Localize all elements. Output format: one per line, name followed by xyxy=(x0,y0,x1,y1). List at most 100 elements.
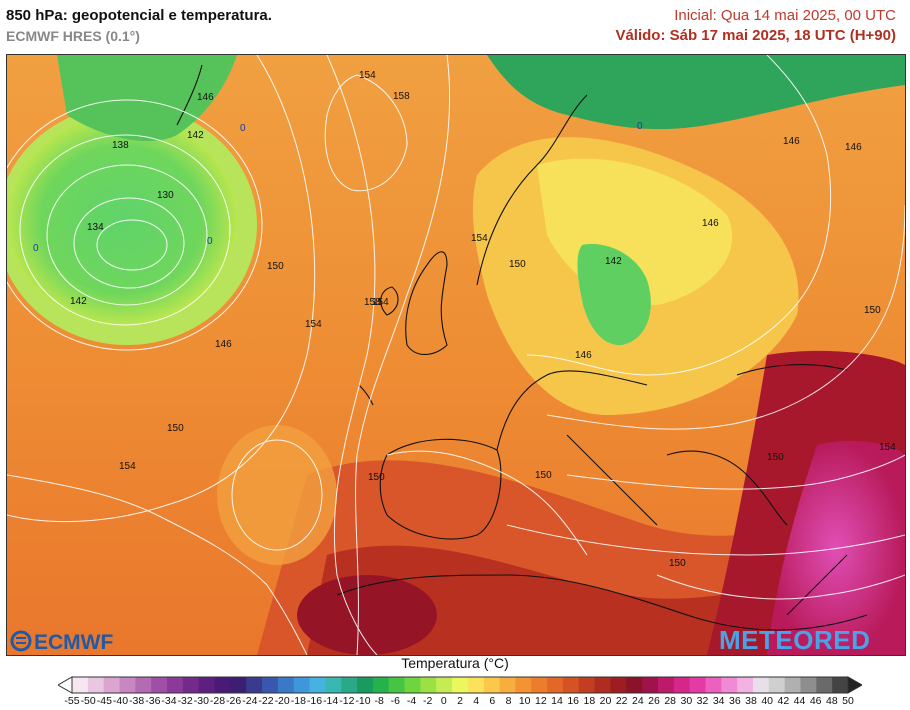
colorbar-tick-label: 2 xyxy=(457,695,463,707)
colorbar-tick-label: 24 xyxy=(631,695,644,707)
geopotential-contours xyxy=(7,55,905,655)
colorbar-cell xyxy=(388,677,406,693)
contour-labels: 154 158 146 142 138 130 134 142 146 150 … xyxy=(70,70,896,569)
contour-label: 150 xyxy=(767,452,784,463)
colorbar-cell xyxy=(72,677,89,693)
freezing-label: 0 xyxy=(33,243,39,254)
colorbar-cell xyxy=(309,677,326,693)
colorbar-cell xyxy=(673,677,691,693)
valid-time: Válido: Sáb 17 mai 2025, 18 UTC (H+90) xyxy=(615,27,896,44)
colorbar-title: Temperatura (°C) xyxy=(401,655,509,671)
colorbar-tick-label: 50 xyxy=(842,695,854,707)
colorbar-cell xyxy=(515,677,532,693)
colorbar-tick-label: 46 xyxy=(809,695,822,707)
colorbar-arrow-right xyxy=(847,676,862,694)
contour-label: 150 xyxy=(167,423,184,434)
contour-label: 154 xyxy=(471,233,488,244)
colorbar-tick-label: -10 xyxy=(355,695,371,707)
colorbar-tick-label: 10 xyxy=(518,695,531,707)
colorbar-tick-label: 16 xyxy=(567,695,579,707)
colorbar-cell xyxy=(436,677,453,693)
colorbar-tick-label: -36 xyxy=(145,695,161,707)
colorbar-arrow-left xyxy=(58,676,73,694)
colorbar-tick-label: 20 xyxy=(599,695,612,707)
colorbar-tick-label: -6 xyxy=(390,695,400,707)
contour-label: 150 xyxy=(669,558,686,569)
colorbar-cell xyxy=(246,677,263,693)
colorbar-cell xyxy=(87,677,105,693)
colorbar-tick-label: 48 xyxy=(825,695,838,707)
colorbar-tick-label: 28 xyxy=(664,695,676,707)
colorbar-tick-label: -12 xyxy=(339,695,355,707)
contour-label: 150 xyxy=(864,305,881,316)
contour-label: 154 xyxy=(305,319,322,330)
contour-label: 158 xyxy=(393,91,410,102)
colorbar-tick-label: -8 xyxy=(374,695,384,707)
cold-pool-baltic xyxy=(577,244,651,346)
colorbar-tick-label: -40 xyxy=(112,695,129,707)
map-canvas: 0 0 0 0 154 158 146 142 138 130 134 142 … xyxy=(7,55,905,655)
colorbar-tick-label: -34 xyxy=(161,695,177,707)
colorbar-cell xyxy=(768,677,786,693)
colorbar-cell xyxy=(341,677,358,693)
freezing-label: 0 xyxy=(240,123,246,134)
contour-label: 142 xyxy=(605,256,622,267)
colorbar-tick-label: -26 xyxy=(226,695,242,707)
freezing-label: 0 xyxy=(207,236,213,247)
cold-zone-north xyxy=(487,55,905,130)
colorbar-tick-label: 22 xyxy=(615,695,628,707)
freezing-label: 0 xyxy=(637,121,643,132)
meteored-logo: METEORED xyxy=(719,625,870,655)
ecmwf-logo: ECMWF xyxy=(10,630,113,654)
colorbar-frame xyxy=(71,676,849,694)
colorbar-cell xyxy=(404,677,421,693)
colorbar-tick-label: -30 xyxy=(193,695,209,707)
colorbar-tick-label: 34 xyxy=(712,695,725,707)
contour-label: 158 xyxy=(364,297,381,308)
colorbar-cell xyxy=(737,677,754,693)
contour-label: 154 xyxy=(372,297,389,308)
run-init-time: Inicial: Qua 14 mai 2025, 00 UTC xyxy=(674,7,896,24)
colorbar-cell xyxy=(135,677,152,693)
colorbar-tick-label: -18 xyxy=(290,695,306,707)
colorbar-tick-label: -16 xyxy=(306,695,323,707)
very-hot-zone xyxy=(767,440,905,655)
colorbar-tick-label: -22 xyxy=(258,695,274,707)
contour-label: 146 xyxy=(783,136,800,147)
contour-label: 146 xyxy=(575,350,592,361)
colorbar-cell xyxy=(182,677,200,693)
contour-label: 154 xyxy=(119,461,136,472)
contour-label: 150 xyxy=(535,470,552,481)
colorbar-cell xyxy=(562,677,580,693)
header-left: 850 hPa: geopotencial e temperatura. ECM… xyxy=(6,6,272,46)
colorbar-tick-label: 26 xyxy=(648,695,660,707)
map-title: 850 hPa: geopotencial e temperatura. xyxy=(6,7,272,24)
contour-label: 134 xyxy=(87,222,104,233)
colorbar-tick-label: 40 xyxy=(761,695,773,707)
colorbar-tick-label: 12 xyxy=(534,695,547,707)
colorbar-tick-label: 36 xyxy=(728,695,741,707)
colorbar-cell xyxy=(357,677,374,693)
colorbar-cell xyxy=(167,677,184,693)
coastlines xyxy=(176,64,868,631)
weather-map[interactable]: 0 0 0 0 154 158 146 142 138 130 134 142 … xyxy=(6,54,906,656)
colorbar-tick-label: -24 xyxy=(242,695,258,707)
colorbar-cell xyxy=(483,677,501,693)
greenland-cold xyxy=(57,55,237,142)
contour-label: 146 xyxy=(845,142,862,153)
atlantic-low xyxy=(7,115,237,325)
colorbar-cell xyxy=(293,677,311,693)
colorbar-tick-label: -45 xyxy=(96,695,112,707)
colorbar-cell xyxy=(642,677,659,693)
colorbar-cell xyxy=(103,677,121,693)
colorbar-cell xyxy=(705,677,722,693)
colorbar-cell xyxy=(467,677,485,693)
colorbar-tick-label: 4 xyxy=(473,695,480,707)
contour-label: 146 xyxy=(215,339,232,350)
contour-label: 146 xyxy=(702,218,719,229)
ecmwf-logo-text: ECMWF xyxy=(34,631,113,654)
colorbar-tick-label: 14 xyxy=(551,695,563,707)
header-right: Inicial: Qua 14 mai 2025, 00 UTC Válido:… xyxy=(615,6,896,46)
colorbar-cell xyxy=(816,677,833,693)
colorbar-cell xyxy=(262,677,279,693)
